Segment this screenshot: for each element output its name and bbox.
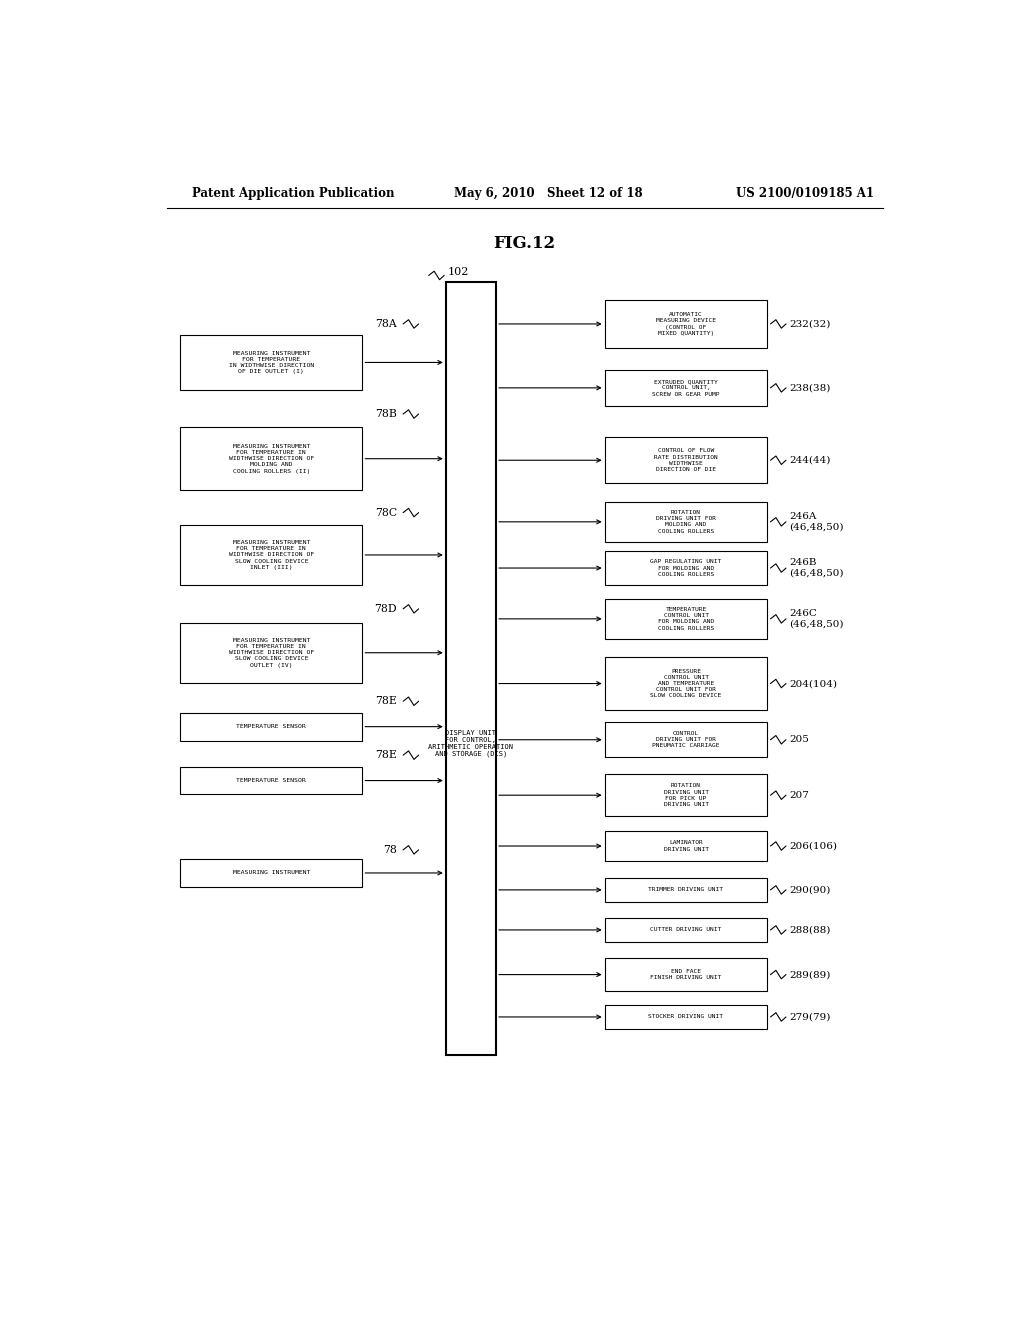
Text: 246C
(46,48,50): 246C (46,48,50) [790, 609, 844, 628]
Text: ROTATION
DRIVING UNIT FOR
MOLDING AND
COOLING ROLLERS: ROTATION DRIVING UNIT FOR MOLDING AND CO… [656, 510, 716, 533]
Text: 232(32): 232(32) [790, 319, 830, 329]
Bar [604, 878, 767, 903]
Text: 244(44): 244(44) [790, 455, 830, 465]
Text: US 2100/0109185 A1: US 2100/0109185 A1 [736, 186, 874, 199]
Bar [604, 775, 767, 816]
Text: 78C: 78C [375, 508, 397, 517]
Text: 206(106): 206(106) [790, 842, 837, 850]
Text: 78A: 78A [375, 319, 397, 329]
Text: FIG.12: FIG.12 [494, 235, 556, 252]
Text: Patent Application Publication: Patent Application Publication [191, 186, 394, 199]
Text: 288(88): 288(88) [790, 925, 830, 935]
Text: ROTATION
DRIVING UNIT
FOR PICK UP
DRIVING UNIT: ROTATION DRIVING UNIT FOR PICK UP DRIVIN… [664, 783, 709, 807]
Bar [604, 958, 767, 991]
Bar [604, 502, 767, 543]
Text: EXTRUDED QUANTITY
CONTROL UNIT,
SCREW OR GEAR PUMP: EXTRUDED QUANTITY CONTROL UNIT, SCREW OR… [652, 379, 720, 396]
Text: CONTROL
DRIVING UNIT FOR
PNEUMATIC CARRIAGE: CONTROL DRIVING UNIT FOR PNEUMATIC CARRI… [652, 731, 720, 748]
Text: 102: 102 [447, 267, 469, 277]
Bar [604, 437, 767, 483]
Bar [604, 1005, 767, 1030]
Text: MEASURING INSTRUMENT: MEASURING INSTRUMENT [232, 870, 310, 875]
Text: 78: 78 [383, 845, 397, 855]
Text: TEMPERATURE
CONTROL UNIT
FOR MOLDING AND
COOLING ROLLERS: TEMPERATURE CONTROL UNIT FOR MOLDING AND… [657, 607, 714, 631]
Bar [180, 525, 362, 585]
Text: CUTTER DRIVING UNIT: CUTTER DRIVING UNIT [650, 928, 722, 932]
Text: 238(38): 238(38) [790, 383, 830, 392]
Text: TEMPERATURE SENSOR: TEMPERATURE SENSOR [237, 777, 306, 783]
Text: 279(79): 279(79) [790, 1012, 830, 1022]
Text: STOCKER DRIVING UNIT: STOCKER DRIVING UNIT [648, 1015, 724, 1019]
Text: 289(89): 289(89) [790, 970, 830, 979]
Text: 205: 205 [790, 735, 809, 744]
Text: GAP REGULATING UNIT
FOR MOLDING AND
COOLING ROLLERS: GAP REGULATING UNIT FOR MOLDING AND COOL… [650, 560, 722, 577]
Bar [180, 859, 362, 887]
Text: MEASURING INSTRUMENT
FOR TEMPERATURE IN
WIDTHWISE DIRECTION OF
SLOW COOLING DEVI: MEASURING INSTRUMENT FOR TEMPERATURE IN … [228, 540, 314, 570]
Bar [180, 713, 362, 741]
Text: TEMPERATURE SENSOR: TEMPERATURE SENSOR [237, 725, 306, 729]
Text: END FACE
FINISH DRIVING UNIT: END FACE FINISH DRIVING UNIT [650, 969, 722, 981]
Text: MEASURING INSTRUMENT
FOR TEMPERATURE
IN WIDTHWISE DIRECTION
OF DIE OUTLET (I): MEASURING INSTRUMENT FOR TEMPERATURE IN … [228, 351, 314, 375]
Text: PRESSURE
CONTROL UNIT
AND TEMPERATURE
CONTROL UNIT FOR
SLOW COOLING DEVICE: PRESSURE CONTROL UNIT AND TEMPERATURE CO… [650, 669, 722, 698]
Bar [604, 722, 767, 758]
Bar [604, 832, 767, 861]
Bar [604, 552, 767, 585]
Text: 204(104): 204(104) [790, 678, 837, 688]
Text: 78E: 78E [375, 696, 397, 706]
Bar [604, 657, 767, 710]
Text: LAMINATOR
DRIVING UNIT: LAMINATOR DRIVING UNIT [664, 841, 709, 851]
Bar [604, 300, 767, 348]
Text: 78D: 78D [375, 603, 397, 614]
Text: MEASURING INSTRUMENT
FOR TEMPERATURE IN
WIDTHWISE DIRECTION OF
MOLDING AND
COOLI: MEASURING INSTRUMENT FOR TEMPERATURE IN … [228, 444, 314, 474]
Text: AUTOMATIC
MEASURING DEVICE
(CONTROL OF
MIXED QUANTITY): AUTOMATIC MEASURING DEVICE (CONTROL OF M… [656, 312, 716, 335]
Bar [180, 335, 362, 391]
Text: CONTROL OF FLOW
RATE DISTRIBUTION
WIDTHWISE
DIRECTION OF DIE: CONTROL OF FLOW RATE DISTRIBUTION WIDTHW… [654, 449, 718, 473]
Bar [445, 281, 496, 1056]
Text: May 6, 2010   Sheet 12 of 18: May 6, 2010 Sheet 12 of 18 [454, 186, 642, 199]
Bar [180, 623, 362, 682]
Text: 246B
(46,48,50): 246B (46,48,50) [790, 558, 844, 578]
Bar [604, 599, 767, 639]
Text: 290(90): 290(90) [790, 886, 830, 895]
Bar [180, 767, 362, 795]
Bar [604, 370, 767, 405]
Text: DISPLAY UNIT
FOR CONTROL,
ARITHMETIC OPERATION
AND STORAGE (DCS): DISPLAY UNIT FOR CONTROL, ARITHMETIC OPE… [428, 730, 513, 758]
Bar [180, 428, 362, 490]
Text: 78E: 78E [375, 750, 397, 760]
Text: 246A
(46,48,50): 246A (46,48,50) [790, 512, 844, 532]
Text: 207: 207 [790, 791, 809, 800]
Bar [604, 917, 767, 942]
Text: TRIMMER DRIVING UNIT: TRIMMER DRIVING UNIT [648, 887, 724, 892]
Text: MEASURING INSTRUMENT
FOR TEMPERATURE IN
WIDTHWISE DIRECTION OF
SLOW COOLING DEVI: MEASURING INSTRUMENT FOR TEMPERATURE IN … [228, 638, 314, 668]
Text: 78B: 78B [375, 409, 397, 418]
